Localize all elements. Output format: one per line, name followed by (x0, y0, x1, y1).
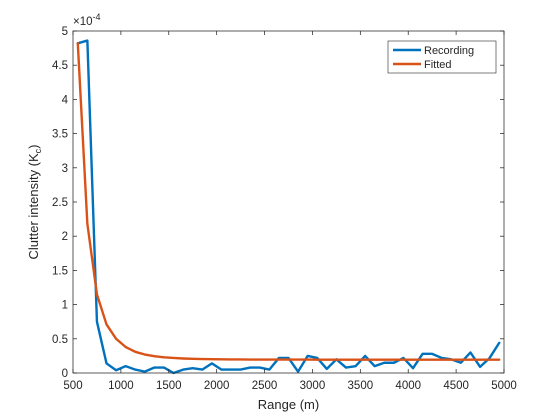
plot-area (73, 31, 504, 373)
x-tick-label: 5000 (491, 380, 517, 392)
y-tick-label: 1 (62, 300, 68, 312)
x-tick-label: 4000 (395, 380, 421, 392)
y-tick-label: 2.5 (52, 197, 68, 209)
exponent-base: ×10 (73, 16, 93, 28)
x-tick-label: 500 (63, 380, 82, 392)
legend: Recording Fitted (387, 40, 497, 74)
y-tick-label: 2 (62, 231, 68, 243)
x-tick-label: 2000 (204, 380, 230, 392)
exponent-label: ×10-4 (73, 12, 101, 28)
x-tick-label: 1000 (108, 380, 134, 392)
y-tick-label: 3.5 (52, 129, 68, 141)
axes-background (73, 31, 504, 373)
tick-label-layer: 500 1000 1500 2000 2500 3000 3500 4000 4500 5000 0… (52, 26, 517, 392)
x-tick-label: 3500 (348, 380, 374, 392)
y-tick-label: 4.5 (52, 60, 68, 72)
y-axis-label-subscript: c (33, 148, 43, 153)
y-tick-label: 5 (62, 26, 68, 38)
y-tick-label: 3 (62, 163, 68, 175)
exponent-power: -4 (93, 12, 101, 22)
x-axis-label: Range (m) (258, 397, 319, 412)
x-tick-label: 1500 (156, 380, 182, 392)
y-tick-label: 0.5 (52, 334, 68, 346)
y-axis-label-close: ) (26, 144, 41, 148)
y-tick-label: 0 (62, 368, 68, 380)
y-axis-label-main: Clutter intensity (K (26, 153, 41, 260)
legend-label-recording: Recording (424, 45, 474, 57)
legend-label-fitted: Fitted (424, 59, 452, 71)
x-tick-label: 4500 (443, 380, 469, 392)
y-tick-label: 1.5 (52, 265, 68, 277)
series-line-recording (76, 39, 501, 375)
y-tick-label: 4 (62, 94, 69, 106)
legend-box (387, 40, 497, 74)
y-axis-label: Clutter intensity (Kc) (26, 144, 43, 259)
x-tick-label: 2500 (252, 380, 278, 392)
x-tick-label: 3000 (300, 380, 326, 392)
series-layer (76, 39, 501, 375)
axes-box (72, 30, 505, 374)
series-line-fitted (76, 42, 501, 361)
